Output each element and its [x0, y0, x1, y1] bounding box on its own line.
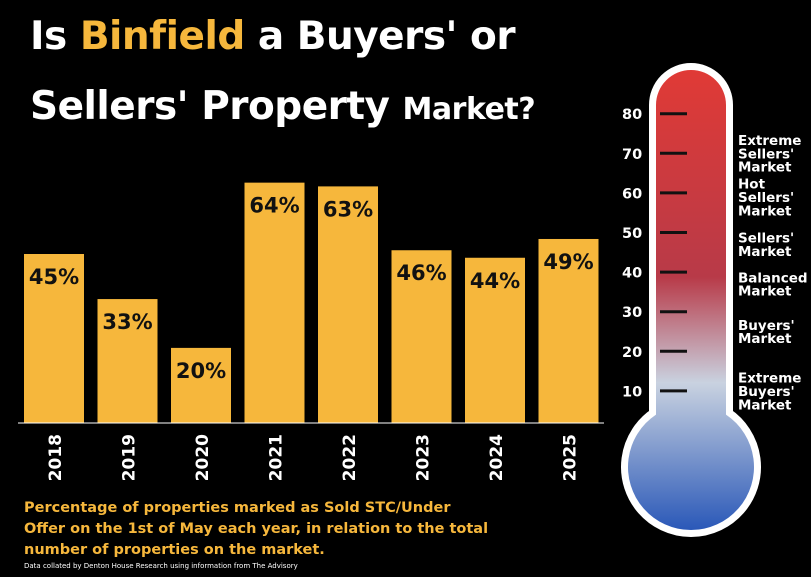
- thermometer-fill: [628, 70, 754, 530]
- bar-chart: 45% 2018 33% 2019 20% 2020 64% 2021 63% 2022 46% 20…: [18, 182, 604, 481]
- bar-value-label: 46%: [396, 261, 446, 285]
- bar-2019: [97, 299, 158, 423]
- x-tick-label: 2025: [561, 434, 581, 481]
- bar-2020: [171, 347, 231, 423]
- title-line2-small: Market?: [402, 92, 536, 127]
- thermo-zone-label: Extreme: [738, 371, 801, 387]
- data-credit: Data collated by Denton House Research u…: [24, 562, 298, 570]
- thermo-zone-label: Market: [738, 397, 792, 413]
- bar-2018: [24, 254, 84, 423]
- thermo-tick-label: 20: [622, 345, 642, 361]
- title-highlight-location: Binfield: [79, 14, 245, 59]
- x-tick-label: 2018: [46, 434, 66, 481]
- thermo-zone-label: Market: [738, 244, 792, 260]
- bar-value-label: 44%: [470, 269, 520, 293]
- bar-2024: [465, 257, 525, 423]
- x-tick-label: 2023: [414, 434, 434, 481]
- thermo-tick-label: 10: [622, 384, 642, 400]
- bar-value-label: 64%: [249, 194, 299, 218]
- title-line2-main: Sellers' Property: [30, 84, 390, 129]
- bar-2023: [391, 250, 452, 423]
- page-title-line2: Sellers' Property Market?: [30, 84, 536, 129]
- x-tick-label: 2019: [120, 434, 140, 481]
- thermo-zone-label: Balanced: [738, 270, 808, 286]
- thermo-zone-label: Sellers': [738, 231, 794, 247]
- thermo-zone-label: Market: [738, 331, 792, 347]
- thermo-zone-label: Buyers': [738, 318, 795, 334]
- thermo-tick-label: 80: [622, 107, 642, 123]
- bar-value-label: 45%: [29, 265, 79, 289]
- x-tick-label: 2024: [487, 434, 507, 481]
- bar-value-label: 33%: [102, 310, 152, 334]
- thermo-zone-label: Market: [738, 203, 792, 219]
- thermo-zone-label: Buyers': [738, 384, 795, 400]
- thermo-tick-label: 30: [622, 305, 642, 321]
- x-tick-label: 2022: [340, 434, 360, 481]
- thermo-zone-label: Market: [738, 160, 792, 176]
- bar-value-label: 49%: [543, 250, 593, 274]
- bar-2022: [318, 186, 378, 423]
- bar-2025: [538, 238, 599, 423]
- bar-value-label: 20%: [176, 359, 226, 383]
- thermo-zone-label: Hot: [738, 176, 766, 192]
- x-tick-label: 2020: [193, 434, 213, 481]
- thermo-tick-label: 70: [622, 147, 642, 163]
- thermo-zone-label: Sellers': [738, 146, 794, 162]
- thermometer: 8070605040302010ExtremeSellers'MarketHot…: [621, 63, 808, 537]
- thermo-zone-label: Extreme: [738, 133, 801, 149]
- thermo-zone-label: Market: [738, 284, 792, 300]
- thermo-tick-label: 50: [622, 226, 642, 242]
- thermo-zone-label: Sellers': [738, 190, 794, 206]
- x-tick-label: 2021: [267, 434, 287, 481]
- title-prefix: Is: [30, 14, 67, 59]
- thermo-tick-label: 40: [622, 266, 642, 282]
- bar-value-label: 63%: [323, 197, 373, 221]
- chart-footnote: Percentage of properties marked as Sold …: [24, 500, 489, 558]
- title-suffix: a Buyers' or: [257, 14, 516, 59]
- thermo-tick-label: 60: [622, 186, 642, 202]
- page-title-line1: Is Binfield a Buyers' or: [30, 14, 516, 59]
- bar-2021: [244, 182, 305, 423]
